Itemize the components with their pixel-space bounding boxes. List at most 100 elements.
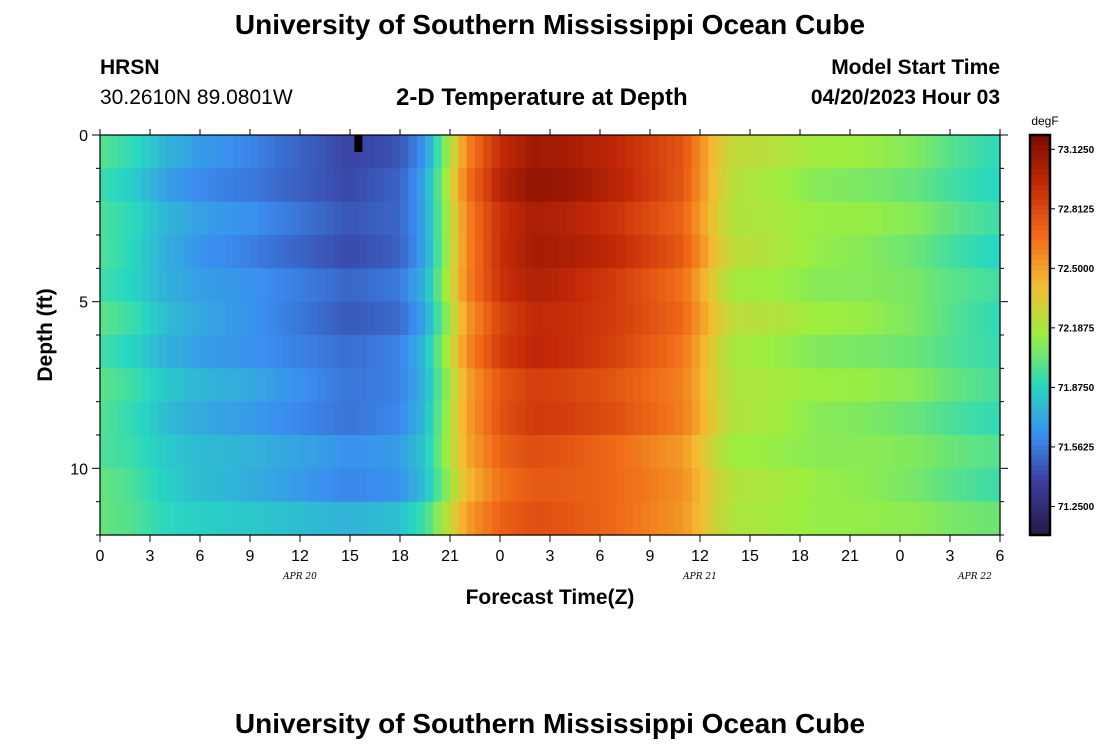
- heatmap-cell: [675, 368, 684, 403]
- heatmap-cell: [958, 201, 968, 236]
- heatmap-cell: [375, 235, 384, 269]
- heatmap-cell: [875, 335, 884, 369]
- heatmap-cell: [641, 168, 651, 203]
- heatmap-cell: [491, 368, 501, 403]
- heatmap-cell: [366, 268, 376, 303]
- heatmap-cell: [325, 201, 334, 236]
- heatmap-cell: [483, 435, 493, 469]
- heatmap-cell: [425, 235, 434, 269]
- heatmap-cell: [225, 335, 234, 369]
- heatmap-cell: [508, 301, 518, 336]
- heatmap-cell: [225, 468, 234, 503]
- heatmap-cell: [933, 168, 943, 203]
- heatmap-cell: [375, 201, 384, 236]
- heatmap-cell: [450, 435, 459, 469]
- heatmap-cell: [900, 468, 909, 503]
- heatmap-cell: [216, 401, 226, 436]
- heatmap-cell: [875, 201, 884, 236]
- heatmap-cell: [791, 335, 801, 369]
- heatmap-cell: [366, 235, 376, 269]
- heatmap-cell: [133, 468, 143, 503]
- heatmap-cell: [891, 268, 901, 303]
- heatmap-cell: [450, 335, 459, 369]
- heatmap-cell: [733, 368, 743, 403]
- heatmap-cell: [150, 168, 159, 203]
- heatmap-cell: [175, 301, 184, 336]
- heatmap-cell: [983, 235, 993, 269]
- heatmap-cell: [500, 235, 509, 269]
- heatmap-cell: [991, 301, 1001, 336]
- heatmap-cell: [116, 168, 126, 203]
- heatmap-cell: [183, 135, 193, 169]
- heatmap-cell: [266, 268, 276, 303]
- heatmap-cell: [591, 268, 601, 303]
- heatmap-cell: [391, 301, 401, 336]
- colorbar-tick-label: 73.1250: [1058, 145, 1095, 156]
- heatmap-cell: [300, 301, 309, 336]
- heatmap-cell: [675, 435, 684, 469]
- colorbar-segment: [1030, 335, 1050, 341]
- heatmap-cell: [941, 501, 951, 536]
- heatmap-cell: [166, 401, 176, 436]
- heatmap-cell: [741, 301, 751, 336]
- heatmap-cell: [666, 201, 676, 236]
- heatmap-cell: [991, 401, 1001, 436]
- heatmap-cell: [583, 501, 593, 536]
- heatmap-cell: [308, 401, 318, 436]
- heatmap-cell: [700, 135, 709, 169]
- heatmap-cell: [983, 401, 993, 436]
- heatmap-cell: [516, 401, 526, 436]
- heatmap-cell: [700, 335, 709, 369]
- heatmap-cell: [458, 501, 468, 536]
- heatmap-cell: [616, 501, 626, 536]
- colorbar-segment: [1030, 355, 1050, 361]
- heatmap-cell: [775, 201, 784, 236]
- heatmap-cell: [641, 135, 651, 169]
- heatmap-cell: [908, 168, 918, 203]
- heatmap-cell: [633, 368, 643, 403]
- heatmap-cell: [308, 335, 318, 369]
- colorbar-segment: [1030, 305, 1050, 311]
- heatmap-cell: [133, 301, 143, 336]
- heatmap-cell: [275, 268, 284, 303]
- heatmap-cell: [908, 501, 918, 536]
- heatmap-cell: [566, 435, 576, 469]
- heatmap-cell: [716, 368, 726, 403]
- heatmap-cell: [408, 268, 418, 303]
- heatmap-cell: [450, 468, 459, 503]
- colorbar-segment: [1030, 370, 1050, 376]
- heatmap-cell: [283, 168, 293, 203]
- heatmap-cell: [858, 235, 868, 269]
- heatmap-cell: [341, 135, 351, 169]
- heatmap-cell: [641, 268, 651, 303]
- x-tick-label: 3: [546, 548, 555, 565]
- heatmap-cell: [533, 335, 543, 369]
- heatmap-cell: [391, 401, 401, 436]
- heatmap-cell: [883, 201, 893, 236]
- heatmap-cell: [358, 501, 368, 536]
- heatmap-cell: [800, 468, 809, 503]
- heatmap-cell: [733, 468, 743, 503]
- heatmap-cell: [683, 435, 693, 469]
- heatmap-cell: [658, 135, 668, 169]
- heatmap-cell: [116, 335, 126, 369]
- heatmap-cell: [133, 401, 143, 436]
- heatmap-cell: [525, 468, 534, 503]
- heatmap-cell: [325, 401, 334, 436]
- colorbar-segment: [1030, 255, 1050, 261]
- heatmap-cell: [358, 368, 368, 403]
- heatmap-cell: [358, 301, 368, 336]
- heatmap-cell: [166, 135, 176, 169]
- heatmap-cell: [175, 468, 184, 503]
- heatmap-cell: [650, 201, 659, 236]
- heatmap-cell: [491, 201, 501, 236]
- colorbar-segment: [1030, 430, 1050, 436]
- heatmap-cell: [466, 401, 476, 436]
- heatmap-cell: [183, 368, 193, 403]
- heatmap-cell: [833, 468, 843, 503]
- heatmap-cell: [708, 435, 718, 469]
- heatmap-cell: [841, 235, 851, 269]
- heatmap-cell: [241, 201, 251, 236]
- heatmap-cell: [233, 501, 243, 536]
- heatmap-cell: [858, 468, 868, 503]
